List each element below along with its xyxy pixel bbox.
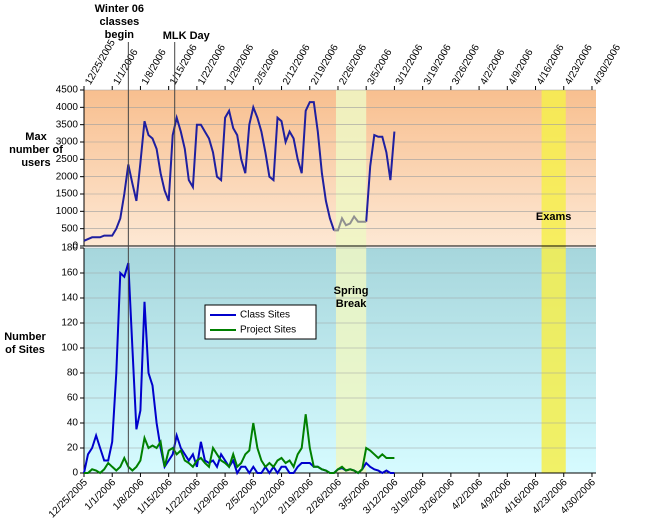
series-line	[334, 214, 367, 232]
y-tick-label: 180	[61, 243, 78, 254]
x-tick-label: 1/15/2006	[168, 42, 200, 86]
x-tick-label: 1/22/2006	[196, 42, 228, 86]
y-tick-label: 4500	[56, 85, 79, 96]
y-tick-label: 0	[72, 241, 78, 252]
annotation-label: Winter 06 classes begin	[94, 3, 145, 41]
x-tick-label: 2/26/2006	[337, 42, 369, 86]
x-tick-label: 1/29/2006	[224, 42, 256, 86]
y-tick-label: 100	[61, 343, 78, 354]
x-tick-label: 3/5/2006	[366, 47, 395, 87]
y-tick-label: 1000	[56, 206, 79, 217]
x-tick-label: 4/30/2006	[591, 42, 623, 86]
y-tick-label: 2000	[56, 171, 79, 182]
y-tick-label: 20	[67, 443, 79, 454]
y-tick-label: 3500	[56, 119, 79, 130]
y-tick-label: 1500	[56, 189, 79, 200]
y-tick-label: 500	[61, 223, 78, 234]
x-tick-label: 3/26/2006	[450, 42, 482, 86]
band-label: Exams	[535, 211, 572, 223]
series-line	[84, 414, 395, 475]
legend-label: Class Sites	[240, 310, 290, 321]
annotation-label: MLK Day	[162, 30, 210, 42]
series-line	[83, 101, 396, 242]
x-tick-label: 4/9/2006	[507, 47, 536, 87]
legend-label: Project Sites	[240, 325, 296, 336]
band	[541, 90, 566, 473]
x-tick-label: 1/1/2006	[112, 47, 141, 87]
legend: Class Sites Project Sites	[204, 304, 317, 340]
x-tick-label: 3/12/2006	[394, 42, 426, 86]
top-y-label: Max number of users	[9, 131, 63, 169]
x-tick-label: 4/23/2006	[563, 42, 595, 86]
y-tick-label: 80	[67, 368, 79, 379]
bottom-y-label: Number of Sites	[4, 331, 46, 356]
x-tick-label: 2/19/2006	[309, 42, 341, 86]
x-tick-label: 12/25/2005	[47, 477, 90, 520]
y-tick-label: 4000	[56, 102, 79, 113]
x-tick-label: 1/8/2006	[140, 47, 169, 87]
x-tick-label: 2/5/2006	[253, 47, 282, 87]
y-tick-label: 140	[61, 293, 78, 304]
y-tick-label: 40	[67, 418, 79, 429]
x-tick-label: 4/16/2006	[535, 42, 567, 86]
y-tick-label: 2500	[56, 154, 79, 165]
x-tick-label: 4/2/2006	[478, 47, 507, 87]
y-tick-label: 3000	[56, 137, 79, 148]
x-tick-label: 2/12/2006	[281, 42, 313, 86]
legend-box	[204, 304, 317, 340]
y-tick-label: 120	[61, 318, 78, 329]
band-label: Spring Break	[333, 285, 369, 310]
x-tick-label: 3/19/2006	[422, 42, 454, 86]
y-tick-label: 60	[67, 393, 79, 404]
y-tick-label: 0	[72, 468, 78, 479]
y-tick-label: 160	[61, 268, 78, 279]
band	[335, 90, 367, 473]
